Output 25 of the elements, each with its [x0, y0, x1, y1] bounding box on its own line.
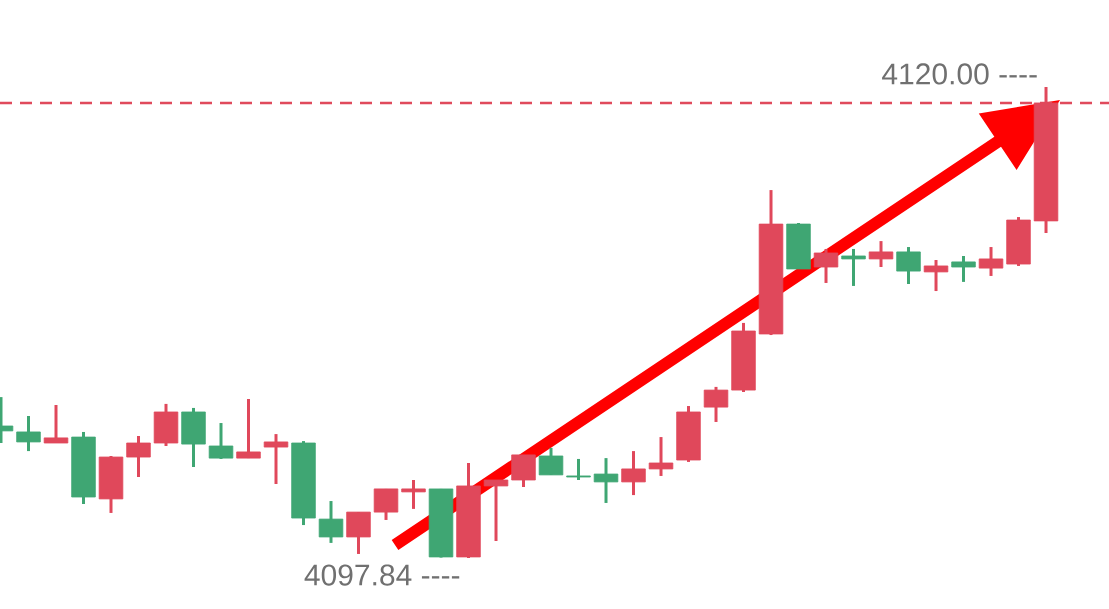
candlestick [923, 260, 949, 293]
candlestick [813, 247, 839, 283]
candlestick [126, 436, 151, 478]
candlestick [263, 434, 289, 485]
candlestick [318, 501, 344, 543]
candlestick [593, 458, 619, 503]
candlestick [978, 247, 1004, 276]
candlestick [621, 451, 646, 497]
candlestick [841, 247, 866, 286]
candlestick [208, 423, 234, 459]
candlestick [43, 404, 69, 444]
candlestick [373, 487, 399, 520]
text: 4097.84 ---- [304, 564, 460, 586]
candlestick [566, 457, 591, 480]
candlestick [236, 399, 261, 460]
candlestick [951, 255, 976, 282]
candlestick [703, 385, 729, 422]
candlestick [648, 437, 674, 476]
candlestick [401, 479, 426, 509]
candlestick [896, 247, 921, 285]
candlestick [868, 241, 894, 268]
candlestick [16, 416, 41, 453]
candlestick [483, 479, 509, 541]
text: 4120.00 ---- [882, 63, 1037, 85]
candlestick [538, 446, 564, 476]
